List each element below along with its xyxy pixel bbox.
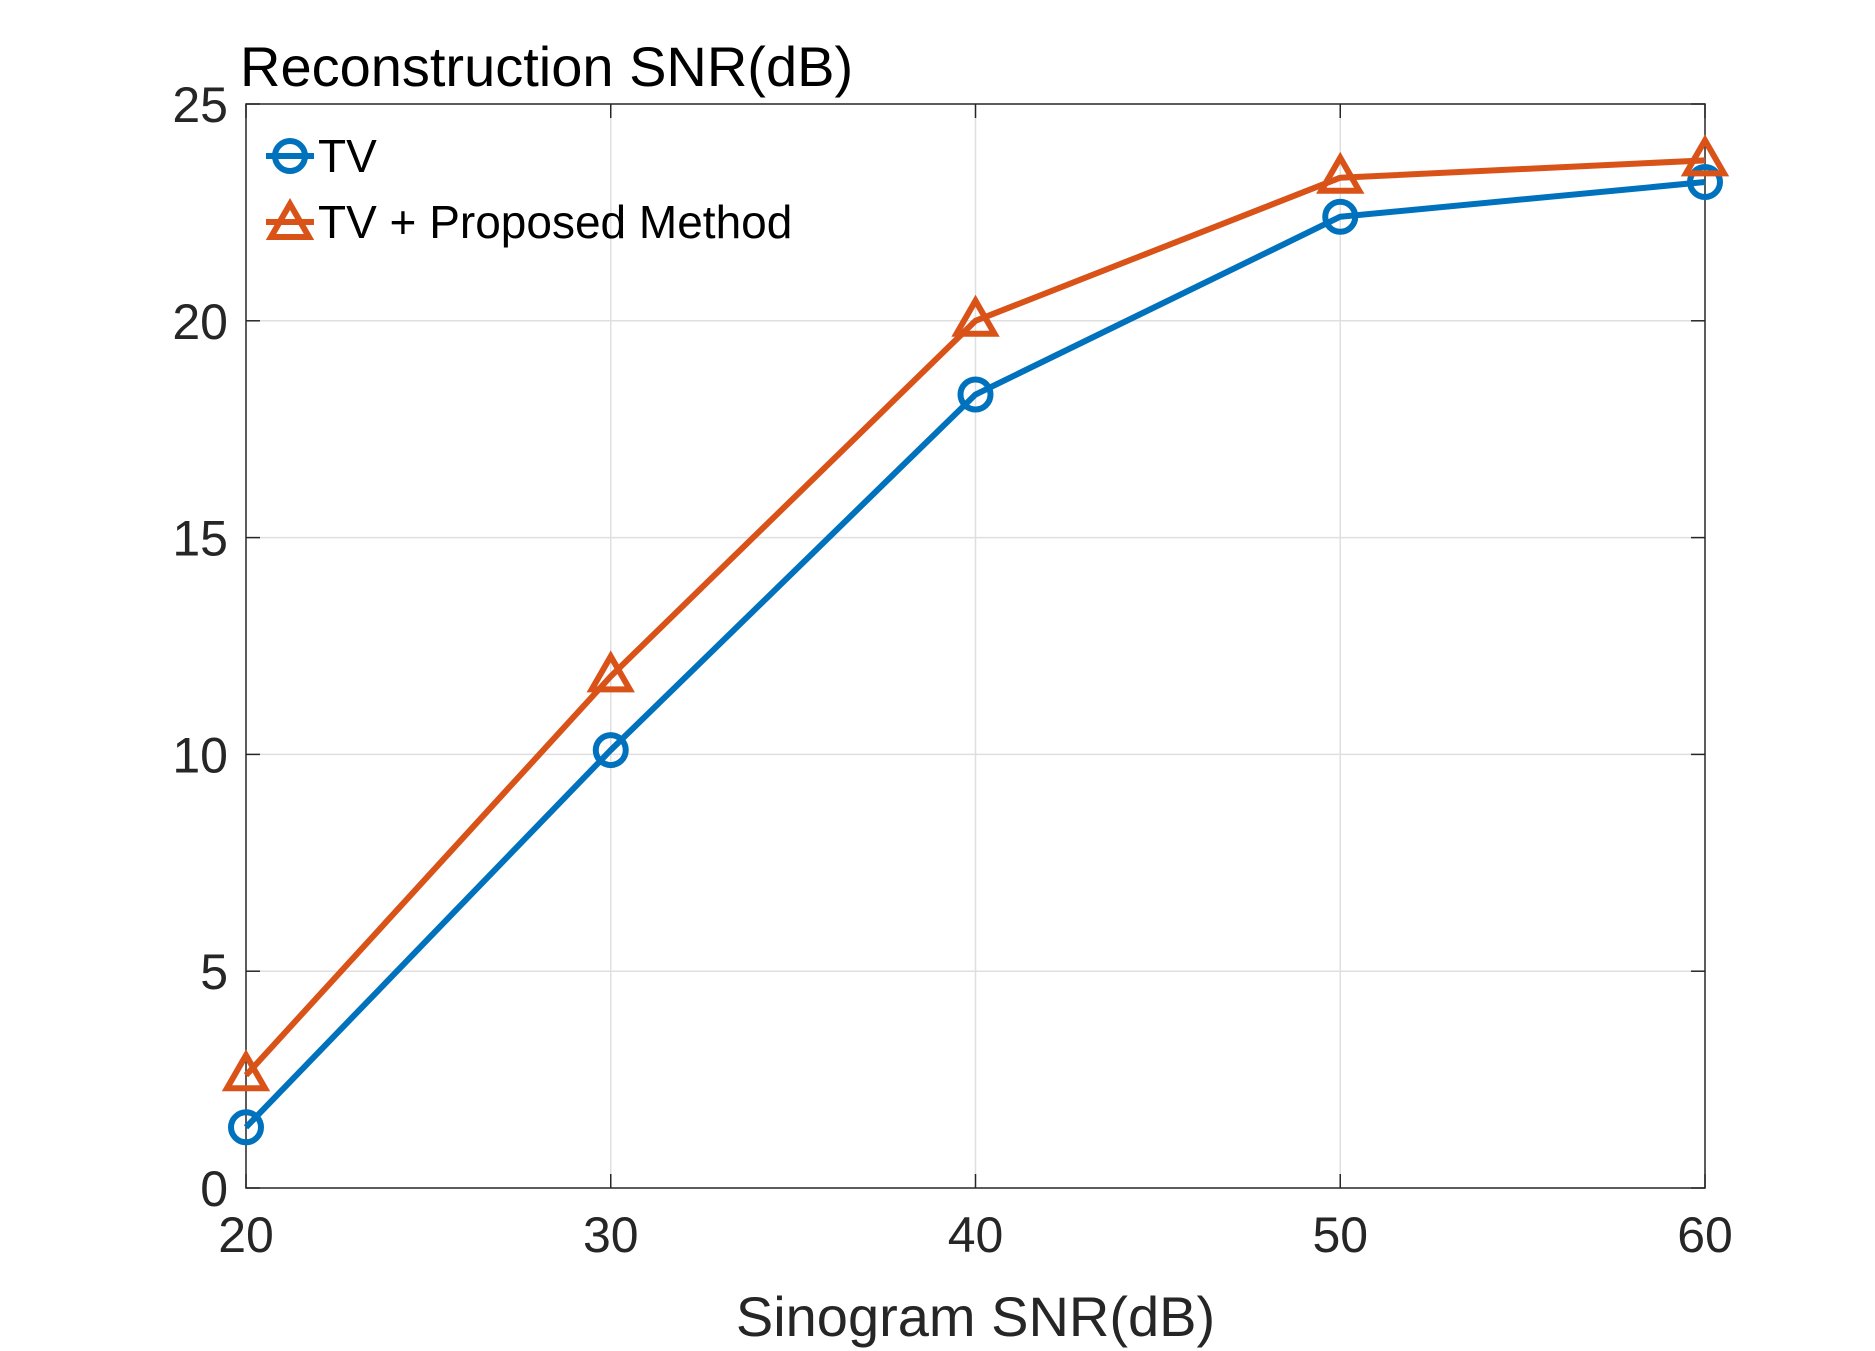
data-point-triangle xyxy=(951,294,1000,337)
data-series xyxy=(221,134,1730,1146)
legend-entry-1: TV xyxy=(266,130,377,182)
y-tick-label: 20 xyxy=(172,294,228,350)
x-tick-label: 30 xyxy=(583,1207,639,1263)
legend-label: TV xyxy=(318,130,377,182)
data-point-triangle xyxy=(586,650,635,693)
series-1 xyxy=(228,164,1723,1146)
data-point-circle xyxy=(1322,198,1359,235)
data-point-circle xyxy=(592,732,629,769)
legend-label: TV + Proposed Method xyxy=(318,196,792,248)
x-tick-label: 50 xyxy=(1312,1207,1368,1263)
legend-triangle-icon xyxy=(265,197,315,240)
x-tick-label: 60 xyxy=(1677,1207,1733,1263)
y-tick-label: 0 xyxy=(200,1161,228,1217)
y-tick-label: 15 xyxy=(172,511,228,567)
series-2 xyxy=(221,134,1730,1092)
data-point-circle xyxy=(228,1109,264,1146)
axis-ticks: 20 30 40 50 60 0 5 10 15 20 25 xyxy=(172,77,1732,1263)
data-point-triangle xyxy=(221,1049,271,1092)
legend: TV TV + Proposed Method xyxy=(265,130,792,248)
legend-entry-2: TV + Proposed Method xyxy=(265,196,792,248)
x-tick-label: 40 xyxy=(948,1207,1004,1263)
legend-circle-icon xyxy=(272,138,308,174)
series-line xyxy=(243,179,1706,1130)
data-point-circle xyxy=(957,376,994,413)
y-tick-label: 5 xyxy=(200,944,228,1000)
y-tick-label: 25 xyxy=(172,77,228,133)
x-tick-label: 20 xyxy=(218,1207,274,1263)
data-point-triangle xyxy=(1680,134,1730,177)
x-axis-label: Sinogram SNR(dB) xyxy=(736,1285,1215,1348)
data-point-triangle xyxy=(1316,151,1365,194)
series-line xyxy=(243,157,1706,1078)
y-tick-label: 10 xyxy=(172,727,228,783)
data-point-circle xyxy=(1687,164,1723,201)
chart-title: Reconstruction SNR(dB) xyxy=(240,35,853,98)
